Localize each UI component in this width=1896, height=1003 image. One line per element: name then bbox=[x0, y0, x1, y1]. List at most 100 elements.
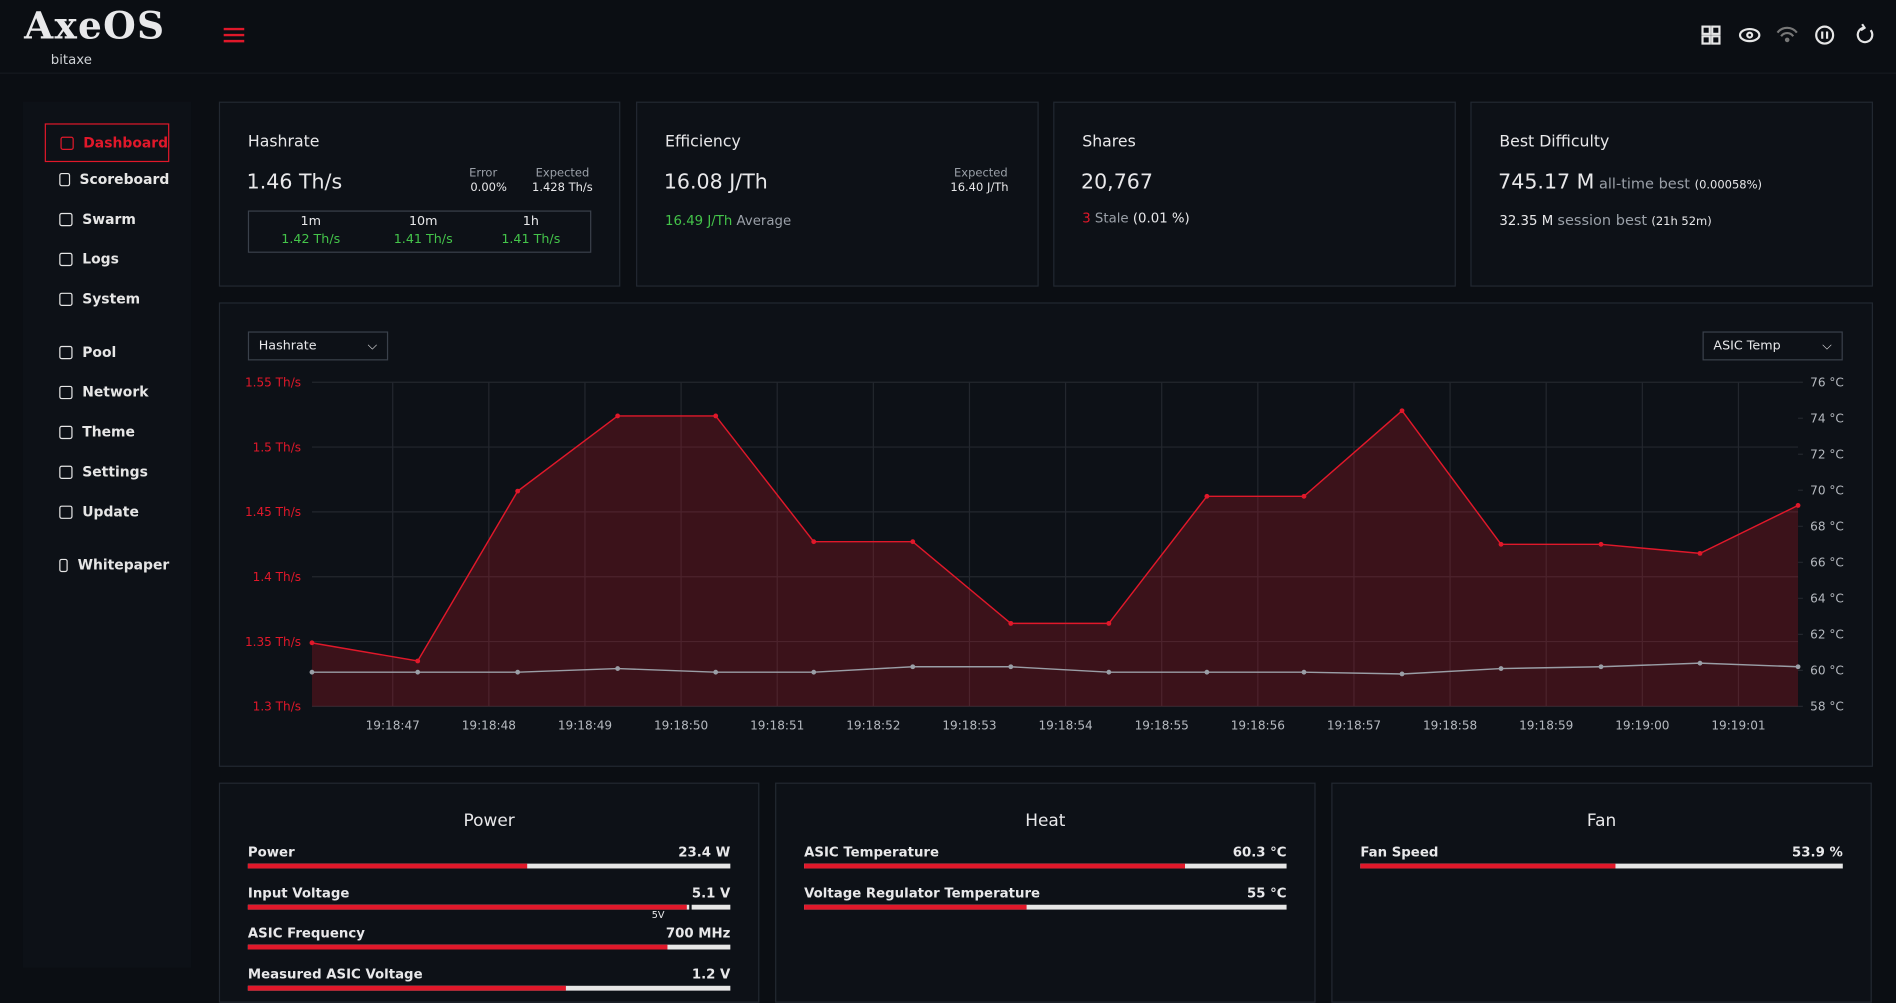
error-label: Error bbox=[469, 166, 498, 181]
series-point bbox=[1598, 664, 1604, 670]
expected-label: Expected bbox=[535, 166, 590, 181]
nav-list: Dashboard Scoreboard Swarm Logs System Pool Ne… bbox=[44, 123, 170, 591]
x-tick-label: 19:18:57 bbox=[1327, 718, 1381, 732]
stat-value: 5.1 V bbox=[691, 884, 731, 901]
efficiency-card: Efficiency 16.08 J/Th Expected 16.40 J/T… bbox=[636, 101, 1039, 287]
stat-panel: Power Power 23.4 W Input Voltage 5.1 V 5V ASIC… bbox=[218, 782, 760, 1003]
series-select[interactable]: Hashrate ⌵ bbox=[247, 331, 389, 361]
series-point bbox=[1301, 669, 1307, 675]
logo-sub: bitaxe bbox=[50, 52, 92, 68]
period-box: 1m 1.42 Th/s 10m 1.41 Th/s 1h 1.41 Th/s bbox=[247, 210, 592, 253]
stat-marker-label: 5V bbox=[651, 908, 665, 920]
y-tick-label: 1.55 Th/s bbox=[245, 375, 301, 389]
nav-item[interactable]: Whitepaper bbox=[45, 552, 170, 579]
stat-panel: Fan Fan Speed 53.9 % bbox=[1331, 782, 1872, 1003]
series-select[interactable]: ASIC Temp ⌵ bbox=[1702, 331, 1843, 361]
stat-bar bbox=[247, 944, 731, 950]
stat-label: Fan Speed bbox=[1360, 844, 1439, 860]
y-tick-label: 1.5 Th/s bbox=[253, 440, 301, 454]
series-point bbox=[1795, 664, 1801, 670]
series-point bbox=[415, 658, 421, 664]
expected-value: 16.40 J/Th bbox=[950, 181, 1009, 195]
series-point bbox=[910, 539, 916, 545]
y-tick-label: 1.35 Th/s bbox=[245, 635, 301, 649]
stat-panel: Heat ASIC Temperature 60.3 °C Voltage Regul… bbox=[775, 782, 1316, 1003]
series-point bbox=[1598, 541, 1604, 547]
nav-icon bbox=[59, 292, 73, 306]
x-tick-label: 19:19:01 bbox=[1711, 718, 1765, 732]
y2-tick-label: 68 °C bbox=[1810, 520, 1844, 534]
stat-value: 55 °C bbox=[1247, 884, 1287, 901]
nav-label: Scoreboard bbox=[79, 170, 170, 188]
y-tick-label: 1.3 Th/s bbox=[253, 700, 301, 714]
y2-tick-label: 72 °C bbox=[1810, 447, 1844, 461]
series-point bbox=[1399, 408, 1405, 414]
y2-tick-label: 62 °C bbox=[1810, 628, 1844, 642]
stat-label: Input Voltage bbox=[247, 884, 350, 901]
alltime-pct: (0.00058%) bbox=[1694, 179, 1763, 193]
menu-toggle[interactable] bbox=[222, 27, 246, 46]
stat-bar-fill bbox=[247, 985, 567, 991]
nav-item[interactable]: Logs bbox=[45, 246, 170, 273]
stat-marker bbox=[689, 902, 692, 911]
stat-value: 60.3 °C bbox=[1232, 844, 1287, 860]
x-tick-label: 19:18:52 bbox=[846, 718, 900, 732]
nav-item[interactable]: Network bbox=[45, 379, 170, 406]
x-tick-label: 19:18:48 bbox=[462, 718, 516, 732]
nav-icon bbox=[59, 385, 73, 399]
chart-card: Hashrate ⌵ ASIC Temp ⌵ bbox=[218, 302, 1874, 767]
series-point bbox=[1399, 671, 1405, 677]
stat-label: Voltage Regulator Temperature bbox=[804, 884, 1041, 901]
y2-tick-label: 58 °C bbox=[1810, 700, 1844, 714]
nav-label: Pool bbox=[82, 343, 117, 361]
chart: 1.3 Th/s 1.35 Th/s 1.4 Th/s 1.45 Th/s 1.5 Th… bbox=[245, 375, 1844, 732]
nav-item[interactable]: Settings bbox=[45, 458, 170, 485]
nav-label: Dashboard bbox=[83, 134, 169, 152]
series-point bbox=[615, 413, 621, 419]
stat-value: 1.2 V bbox=[691, 965, 731, 982]
nav-item[interactable]: Update bbox=[45, 498, 170, 525]
nav-item[interactable]: System bbox=[45, 285, 170, 312]
stat-label: Measured ASIC Voltage bbox=[247, 965, 423, 982]
stat-value: 53.9 % bbox=[1792, 844, 1843, 860]
x-tick-label: 19:19:00 bbox=[1615, 718, 1669, 732]
series-point bbox=[1498, 666, 1504, 671]
card-title: Efficiency bbox=[665, 133, 741, 152]
toolbar-icons[interactable] bbox=[1698, 22, 1879, 49]
series-point bbox=[1008, 664, 1014, 670]
stat-label: ASIC Frequency bbox=[247, 925, 365, 942]
nav-icon bbox=[59, 558, 68, 572]
series-point bbox=[1697, 550, 1703, 556]
best-card: Best Difficulty 745.17 M all-time best (… bbox=[1470, 101, 1874, 287]
nav-label: System bbox=[82, 290, 141, 308]
expected-label: Expected bbox=[954, 166, 1008, 181]
hashrate-card: Hashrate 1.46 Th/s Error 0.00% Expected … bbox=[218, 101, 621, 287]
nav-label: Theme bbox=[82, 423, 135, 441]
stat-bar bbox=[247, 985, 731, 991]
card-title: Best Difficulty bbox=[1499, 133, 1610, 152]
series-point bbox=[1106, 620, 1112, 626]
x-tick-label: 19:18:56 bbox=[1231, 718, 1285, 732]
stale-label: Stale bbox=[1094, 210, 1129, 227]
x-tick-label: 19:18:55 bbox=[1135, 718, 1189, 732]
nav-icon bbox=[59, 212, 73, 226]
nav-item[interactable]: Theme bbox=[45, 419, 170, 446]
period-label: 1m bbox=[300, 214, 321, 229]
series-point bbox=[309, 669, 315, 675]
period-value: 1.41 Th/s bbox=[393, 232, 453, 247]
period-value: 1.42 Th/s bbox=[281, 232, 341, 247]
stat-bar bbox=[247, 863, 731, 869]
nav-item[interactable]: Swarm bbox=[45, 206, 170, 233]
nav-icon bbox=[59, 252, 73, 266]
panel-title: Heat bbox=[1025, 811, 1066, 831]
nav-label: Settings bbox=[82, 463, 148, 481]
nav-item[interactable]: Scoreboard bbox=[45, 166, 170, 193]
x-tick-label: 19:18:53 bbox=[942, 718, 996, 732]
stat-bar-fill bbox=[247, 944, 668, 950]
stat-bar-fill bbox=[804, 863, 1186, 869]
nav-item[interactable]: Dashboard bbox=[44, 123, 170, 163]
x-tick-label: 19:18:49 bbox=[558, 718, 612, 732]
session-time: (21h 52m) bbox=[1651, 215, 1712, 229]
nav-item[interactable]: Pool bbox=[45, 339, 170, 366]
